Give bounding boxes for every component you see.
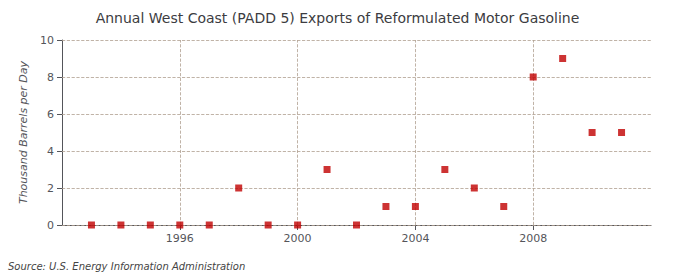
svg-text:Source: U.S. Energy Informatio: Source: U.S. Energy Information Administ… [8,261,245,272]
svg-text:4: 4 [47,145,54,158]
svg-text:8: 8 [47,71,54,84]
svg-text:Thousand Barrels per Day: Thousand Barrels per Day [17,60,30,204]
svg-text:0: 0 [47,219,54,232]
svg-text:2004: 2004 [401,232,429,245]
svg-text:10: 10 [40,34,54,47]
svg-text:2000: 2000 [284,232,312,245]
svg-text:2008: 2008 [519,232,547,245]
svg-text:1996: 1996 [166,232,194,245]
svg-text:2: 2 [47,182,54,195]
svg-text:6: 6 [47,108,54,121]
svg-text:Annual West Coast (PADD 5) Exp: Annual West Coast (PADD 5) Exports of Re… [96,10,580,26]
